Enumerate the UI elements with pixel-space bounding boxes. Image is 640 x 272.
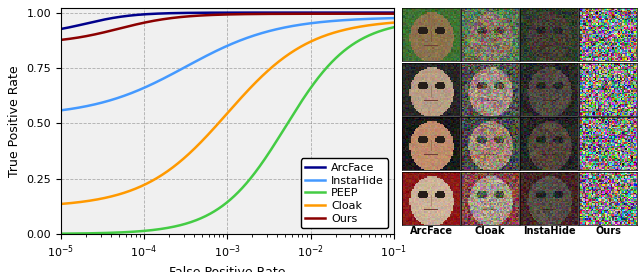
Ours [237, 13, 245, 16]
Ours [330, 12, 337, 15]
Cloak [217, 119, 225, 122]
InstaHide [330, 19, 337, 23]
Ours [390, 12, 397, 15]
InstaHide [215, 48, 223, 51]
Cloak [237, 96, 245, 100]
Ours [217, 13, 225, 16]
InstaHide [255, 32, 263, 36]
ArcFace [237, 11, 245, 14]
Ours [255, 12, 263, 16]
PEEP [390, 26, 397, 29]
Text: Cloak: Cloak [475, 226, 505, 236]
ArcFace [330, 11, 337, 14]
Ours [382, 12, 390, 15]
Y-axis label: True Positive Rate: True Positive Rate [8, 65, 20, 177]
Line: InstaHide: InstaHide [61, 18, 394, 110]
Cloak [382, 22, 390, 25]
Line: PEEP: PEEP [61, 27, 394, 234]
Cloak [57, 202, 65, 206]
PEEP [255, 166, 263, 169]
X-axis label: False Positive Rate: False Positive Rate [169, 266, 285, 272]
PEEP [217, 205, 225, 209]
Text: Ours: Ours [595, 226, 621, 236]
Line: Ours: Ours [61, 14, 394, 40]
InstaHide [57, 109, 65, 112]
PEEP [382, 28, 390, 31]
InstaHide [237, 39, 245, 42]
Ours [57, 38, 65, 42]
PEEP [237, 188, 245, 191]
ArcFace [255, 11, 263, 14]
Line: ArcFace: ArcFace [61, 13, 394, 29]
Text: ArcFace: ArcFace [410, 226, 452, 236]
Line: Cloak: Cloak [61, 23, 394, 204]
InstaHide [382, 17, 390, 20]
InstaHide [217, 47, 225, 50]
Cloak [390, 21, 397, 24]
InstaHide [390, 17, 397, 20]
ArcFace [57, 27, 65, 31]
Text: InstaHide: InstaHide [523, 226, 575, 236]
PEEP [330, 58, 337, 62]
ArcFace [217, 11, 225, 14]
ArcFace [390, 11, 397, 14]
Cloak [215, 121, 223, 124]
ArcFace [215, 11, 223, 14]
PEEP [215, 207, 223, 210]
Legend: ArcFace, InstaHide, PEEP, Cloak, Ours: ArcFace, InstaHide, PEEP, Cloak, Ours [301, 158, 388, 228]
Cloak [255, 78, 263, 81]
ArcFace [382, 11, 390, 14]
PEEP [57, 232, 65, 235]
Cloak [330, 31, 337, 34]
Ours [215, 13, 223, 16]
